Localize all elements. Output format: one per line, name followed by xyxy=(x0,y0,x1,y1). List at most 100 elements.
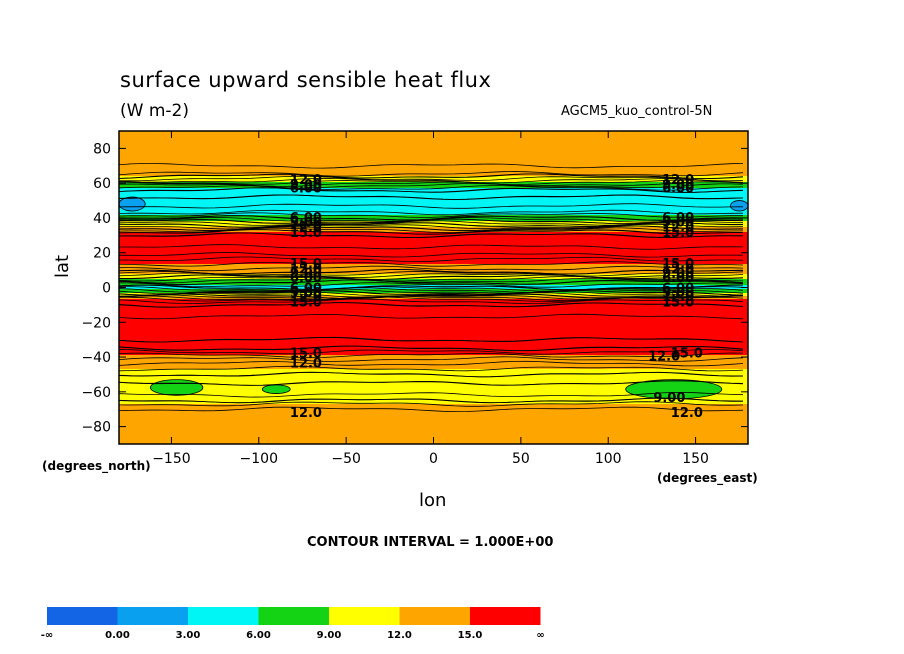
contour-band-row xyxy=(119,422,748,424)
contour-band-row xyxy=(119,247,748,249)
contour-band-row xyxy=(119,154,748,156)
contour-line xyxy=(118,360,744,367)
colorbar-label: -∞ xyxy=(41,630,53,641)
contour-band-row xyxy=(119,140,748,142)
contour-band-row xyxy=(119,148,748,150)
contour-band-row xyxy=(119,347,748,349)
contour-band-row xyxy=(119,251,748,253)
contour-band-row xyxy=(119,412,748,414)
contour-line xyxy=(118,279,744,286)
contour-band-row xyxy=(119,418,748,420)
contour-band-row xyxy=(119,152,748,154)
contour-band-row xyxy=(119,319,748,321)
contour-band-row xyxy=(119,195,748,197)
contour-band-row xyxy=(119,304,748,306)
contour-band-row xyxy=(119,291,748,293)
contour-line xyxy=(118,177,744,184)
colorbar-swatch xyxy=(117,607,188,625)
contour-band-row xyxy=(119,170,748,172)
x-tick-label: 100 xyxy=(595,451,622,467)
contour-line xyxy=(118,313,744,320)
contour-line xyxy=(118,225,744,231)
contour-band-row xyxy=(119,144,748,146)
contour-band-row xyxy=(119,253,748,255)
contour-band-row xyxy=(119,211,748,213)
contour-band-row xyxy=(119,328,748,330)
y-axis-label: lat xyxy=(52,254,73,278)
contour-band-row xyxy=(119,173,748,175)
contour-line xyxy=(118,252,744,258)
contour-band-row xyxy=(119,202,748,204)
contour-band-row xyxy=(119,378,748,380)
contour-band-row xyxy=(119,387,748,389)
contour-line xyxy=(118,284,743,291)
contour-band-row xyxy=(119,367,748,369)
contour-band-row xyxy=(119,417,748,419)
contour-band-row xyxy=(119,420,748,422)
x-axis-ticks: −150 −100 −50 0 50 100 150 xyxy=(152,131,709,467)
contour-label: 15.0 xyxy=(671,347,703,362)
contour-band-row xyxy=(119,151,748,153)
contour-band-row xyxy=(119,424,748,426)
contour-band-row xyxy=(119,307,748,309)
contour-band-row xyxy=(119,394,748,396)
contour-line xyxy=(118,218,744,225)
contour-band-row xyxy=(119,397,748,399)
contour-band-row xyxy=(119,269,748,271)
contour-band-row xyxy=(119,245,748,247)
contour-band-row xyxy=(119,233,748,235)
contour-band-row xyxy=(119,287,748,289)
contour-label: 12.0 xyxy=(671,406,703,421)
contour-band-row xyxy=(119,244,748,246)
contour-band-row xyxy=(119,160,748,162)
contour-band-row xyxy=(119,360,748,362)
contour-label: 9.00 xyxy=(662,178,694,193)
contour-label: 15.0 xyxy=(290,347,322,362)
contour-band-row xyxy=(119,405,748,407)
contour-band-row xyxy=(119,149,748,151)
contour-line xyxy=(118,183,744,189)
colorbar-label: ∞ xyxy=(536,630,544,641)
contour-line xyxy=(118,209,744,216)
contour-label: 6.00 xyxy=(290,182,322,197)
y-tick-label: 40 xyxy=(93,211,111,227)
contour-line xyxy=(118,194,744,200)
colorbar-label: 15.0 xyxy=(458,630,483,641)
contour-band-row xyxy=(119,193,748,195)
contour-band-row xyxy=(119,150,748,152)
contour-band-row xyxy=(119,156,748,158)
contour-label: 12.0 xyxy=(290,262,322,277)
contour-band-row xyxy=(119,175,748,177)
contour-band-row xyxy=(119,265,748,267)
contour-band-row xyxy=(119,350,748,352)
contour-label: 9.00 xyxy=(653,391,685,406)
contour-band-row xyxy=(119,237,748,239)
contour-line xyxy=(118,298,744,305)
contour-band-row xyxy=(119,289,748,291)
contour-band-row xyxy=(119,361,748,363)
contour-band-row xyxy=(119,342,748,344)
colorbar-swatch xyxy=(470,607,541,625)
contour-band-row xyxy=(119,191,748,193)
contour-line xyxy=(118,287,744,293)
contour-label: 9.00 xyxy=(290,215,322,230)
contour-band-row xyxy=(119,159,748,161)
contour-label: 12.0 xyxy=(662,290,694,305)
contour-band-row xyxy=(119,206,748,208)
contour-band-row xyxy=(119,337,748,339)
contour-band-row xyxy=(119,215,748,217)
contour-band-row xyxy=(119,382,748,384)
contour-band-row xyxy=(119,210,748,212)
contour-band-row xyxy=(119,373,748,375)
contour-band-row xyxy=(119,353,748,355)
contour-band-row xyxy=(119,280,748,282)
contour-line xyxy=(118,181,744,187)
contour-line xyxy=(118,229,744,235)
contour-band-row xyxy=(119,316,748,318)
contour-label: 12.0 xyxy=(662,173,694,188)
contour-band-row xyxy=(119,275,748,277)
contour-band-row xyxy=(119,303,748,305)
chart-title: surface upward sensible heat flux xyxy=(120,68,492,92)
contour-line xyxy=(118,356,744,362)
contour-band-row xyxy=(119,326,748,328)
